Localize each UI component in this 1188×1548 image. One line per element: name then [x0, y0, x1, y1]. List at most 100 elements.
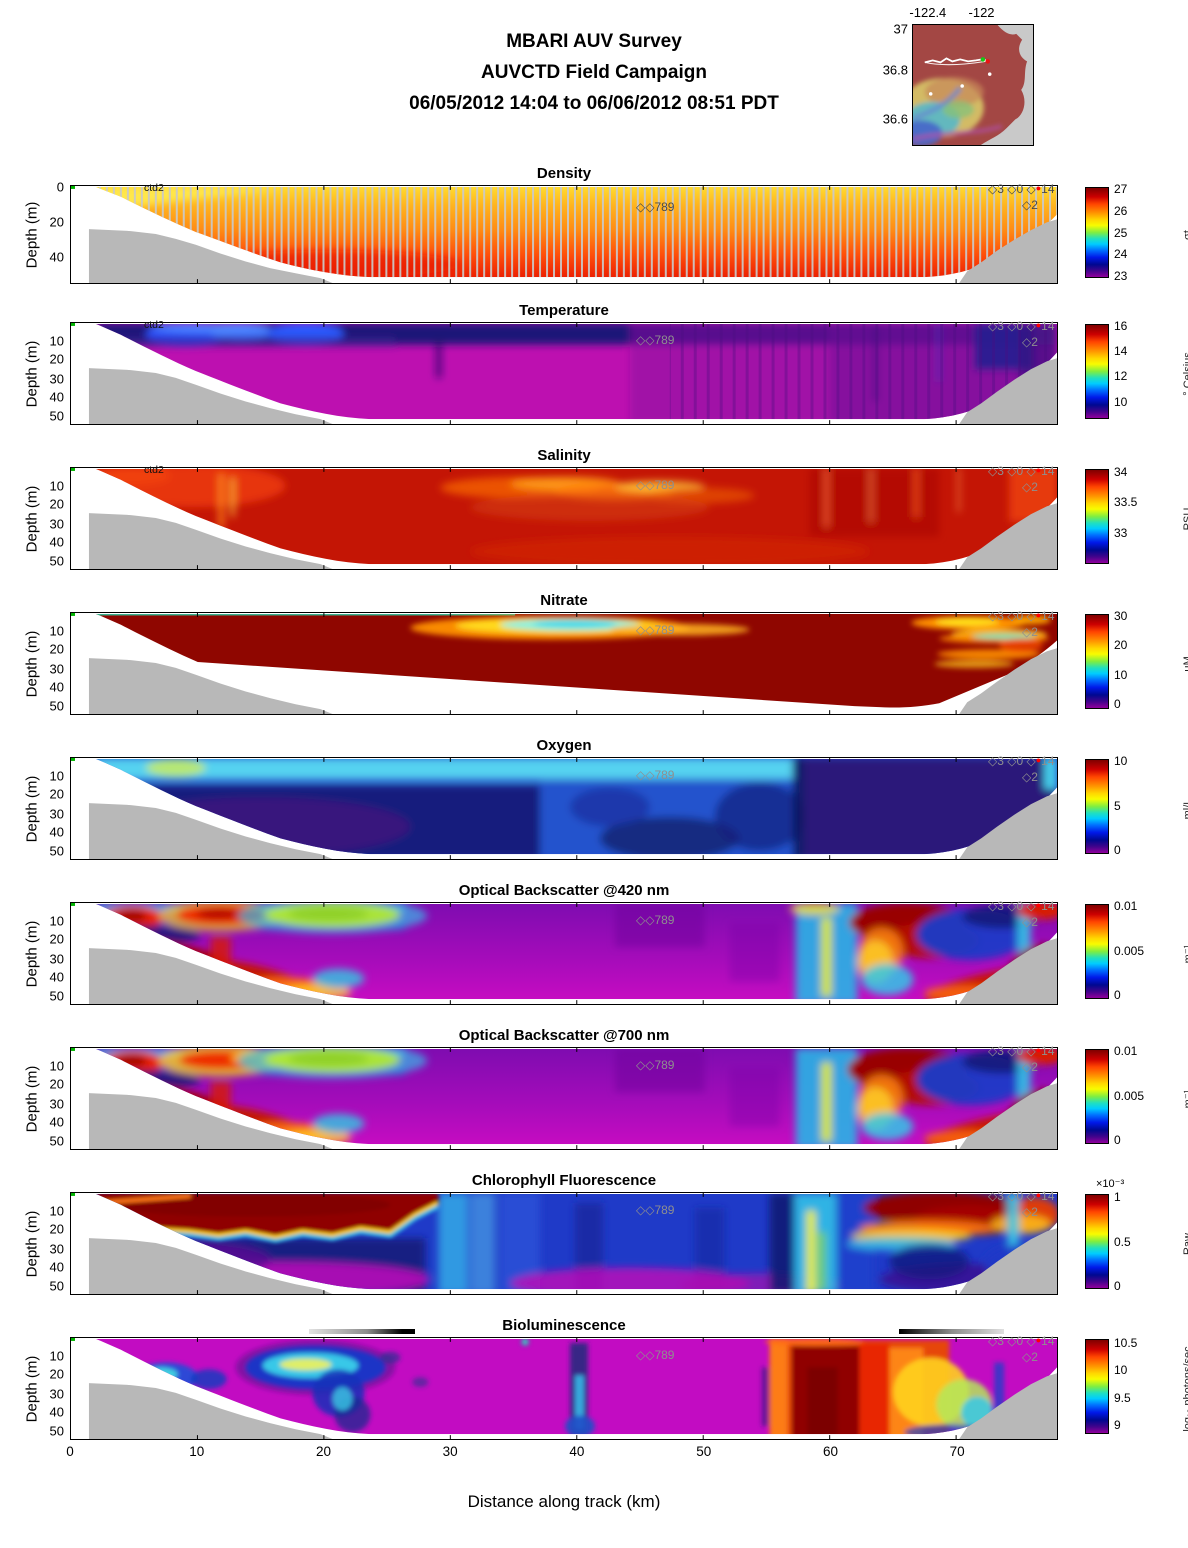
oxygen-colorbar-unit: ml/L — [1182, 798, 1188, 819]
seafloor-right — [959, 503, 1057, 569]
distance-axis-label: Distance along track (km) — [467, 1492, 661, 1511]
station-marker-2: ◇2 — [1022, 1350, 1038, 1364]
mooring-789-label: ◇◇789 — [636, 913, 675, 927]
tick-label: 9 — [1114, 1418, 1121, 1433]
tick-label: 10 — [49, 623, 64, 639]
obs700-panel: Optical Backscatter @700 nm Depth (m) 10… — [0, 1027, 1188, 1150]
track-start-marker — [71, 903, 75, 906]
depth-tick-labels: 10 20 30 40 50 — [28, 612, 64, 715]
obs700-colorbar-unit: m⁻¹ — [1182, 1089, 1188, 1108]
temperature-panel: Temperature Depth (m) 10 20 30 40 50 — [0, 302, 1188, 425]
ctd2-label: ctd2 — [144, 319, 164, 331]
mooring-789-label: ◇◇789 — [636, 623, 675, 637]
title-line-2: AUVCTD Field Campaign — [481, 62, 707, 83]
chlorophyll-section-plot: ◇◇789 — [70, 1192, 1058, 1295]
tick-label: 40 — [49, 1259, 64, 1275]
panel-title-obs700: Optical Backscatter @700 nm — [458, 1027, 670, 1044]
station-marker-2: ◇2 — [1022, 480, 1038, 494]
tick-label: 26 — [1114, 203, 1128, 218]
density-panel: Density Depth (m) 0 20 40 — [0, 165, 1188, 284]
depth-tick-labels: 10 20 30 40 50 — [28, 1337, 64, 1440]
tick-label: 20 — [49, 786, 64, 802]
tick-label: 50 — [49, 1133, 64, 1149]
track-start-marker — [71, 1193, 75, 1196]
tick-label: 10 — [1114, 667, 1128, 682]
track-start-marker — [71, 323, 75, 326]
panel-title-bioluminescence: Bioluminescence — [502, 1317, 626, 1334]
nitrate-section-plot: ◇◇789 — [70, 612, 1058, 715]
tick-label: 30 — [1114, 608, 1128, 623]
track-end-dot — [985, 59, 991, 64]
density-section-plot: ctd2 ◇◇789 — [70, 182, 1058, 284]
chlorophyll-colorbar-multiplier: ×10⁻³ — [1096, 1178, 1125, 1190]
density-colorbar-unit: σt — [1182, 229, 1188, 240]
map-lat-ticks: 37 36.8 36.6 — [854, 21, 908, 146]
station-markers-right: ◇3 ◇0 ◇●14 — [988, 464, 1055, 478]
tick-label: 25 — [1114, 225, 1128, 240]
tick-label: 40 — [569, 1444, 585, 1459]
tick-label: 10.5 — [1114, 1335, 1138, 1350]
chlorophyll-colorbar-unit: Raw — [1182, 1232, 1188, 1255]
station-marker-2: ◇2 — [1022, 1060, 1038, 1074]
station-marker-2: ◇2 — [1022, 915, 1038, 929]
mooring-789-label: ◇◇789 — [636, 200, 675, 214]
obs420-heatmap — [71, 903, 1057, 1004]
temperature-colorbar-unit: ° Celsius — [1182, 351, 1188, 396]
tick-label: 5 — [1114, 798, 1121, 813]
tick-label: 9.5 — [1114, 1390, 1131, 1405]
seafloor-left — [88, 948, 333, 1004]
tick-label: 50 — [696, 1444, 712, 1459]
tick-label: 30 — [49, 1386, 64, 1402]
seafloor-left — [88, 513, 333, 569]
title-line-3: 06/05/2012 14:04 to 06/06/2012 08:51 PDT — [409, 93, 779, 114]
tick-label: 0.005 — [1114, 1088, 1145, 1103]
tick-label: 33.5 — [1114, 495, 1138, 510]
tick-label: 50 — [49, 843, 64, 859]
seafloor-right — [959, 1228, 1057, 1294]
track-end-dot: ● — [1035, 183, 1042, 193]
tick-label: 0.005 — [1114, 943, 1145, 958]
tick-label: 0.01 — [1114, 898, 1138, 913]
tick-label: 12 — [1114, 369, 1128, 384]
obs700-colorbar — [1085, 1049, 1109, 1144]
panel-title-oxygen: Oxygen — [536, 737, 592, 754]
tick-label: 20 — [49, 214, 64, 230]
map-inset — [912, 24, 1034, 146]
seafloor-left — [88, 368, 333, 424]
salinity-colorbar-ticks: 34 33.5 33 — [1114, 465, 1162, 564]
tick-label: 40 — [49, 249, 64, 265]
obs420-colorbar — [1085, 904, 1109, 999]
tick-label: 20 — [49, 496, 64, 512]
bioluminescence-colorbar — [1085, 1339, 1109, 1434]
panel-title-density: Density — [536, 165, 592, 182]
station-markers-right: ◇3 ◇0 ◇●14 — [988, 319, 1055, 333]
seafloor-left — [88, 229, 333, 283]
panel-title-obs420: Optical Backscatter @420 nm — [458, 882, 670, 899]
tick-label: 50 — [49, 988, 64, 1004]
seafloor-right — [959, 1373, 1057, 1439]
tick-label: 20 — [49, 1366, 64, 1382]
nitrate-heatmap — [71, 613, 1057, 714]
station-markers-right: ◇3 ◇0 ◇●14 — [988, 182, 1055, 196]
track-start-marker — [71, 186, 75, 189]
mooring-789-label: ◇◇789 — [636, 478, 675, 492]
track-start-dot — [980, 57, 986, 62]
chlorophyll-colorbar — [1085, 1194, 1109, 1289]
tick-label: 10 — [49, 1058, 64, 1074]
nitrate-colorbar-unit: μM — [1182, 655, 1188, 672]
station-markers-right: ◇3 ◇0 ◇●14 — [988, 609, 1055, 623]
obs420-section-plot: ◇◇789 — [70, 902, 1058, 1005]
depth-tick-labels: 10 20 30 40 50 — [28, 757, 64, 860]
obs700-heatmap — [71, 1048, 1057, 1149]
tick-label: 40 — [49, 969, 64, 985]
mooring-789-label: ◇◇789 — [636, 1058, 675, 1072]
depth-tick-labels: 10 20 30 40 50 — [28, 902, 64, 1005]
temperature-colorbar — [1085, 324, 1109, 419]
tick-label: 20 — [49, 351, 64, 367]
tick-label: 27 — [1114, 181, 1128, 196]
tick-label: 30 — [49, 661, 64, 677]
tick-label: 10 — [49, 913, 64, 929]
tick-label: 30 — [49, 1096, 64, 1112]
auv-track-line — [924, 57, 987, 64]
